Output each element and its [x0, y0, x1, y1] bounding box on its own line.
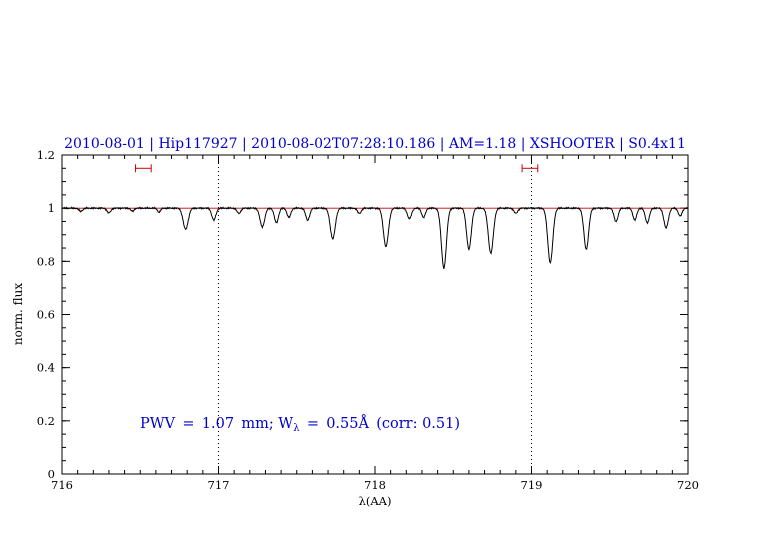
spectrum-line — [61, 206, 689, 269]
axes-layer: 716 717 718 719 720 0 0.2 0.4 0.6 0.8 1 1.2 — [37, 148, 699, 492]
y-tick-label: 0 — [48, 467, 55, 481]
band-marker — [521, 164, 539, 173]
plot-title: 2010-08-01 | Hip117927 | 2010-08-02T07:2… — [64, 136, 686, 152]
x-tick-label: 719 — [521, 478, 543, 492]
y-tick-label: 0.2 — [37, 414, 55, 428]
y-tick-label: 1.2 — [37, 148, 55, 162]
pwv-annotation: PWV = 1.07 mm; Wλ = 0.55Å (corr: 0.51) — [140, 414, 460, 434]
band-marker — [135, 164, 152, 173]
y-tick-label: 1 — [48, 201, 55, 215]
x-tick-label: 718 — [364, 478, 386, 492]
x-tick-label: 716 — [51, 478, 73, 492]
x-tick-label: 717 — [208, 478, 230, 492]
pwv-annotation-subscript: λ — [293, 423, 300, 434]
y-tick-label: 0.4 — [37, 361, 55, 375]
pwv-annotation-main: PWV = 1.07 mm; W — [140, 416, 293, 432]
x-tick-label: 720 — [677, 478, 699, 492]
data-layer — [61, 155, 689, 474]
y-tick-label: 0.8 — [37, 254, 55, 268]
y-axis-label: norm. flux — [11, 283, 25, 345]
x-axis-label: λ(AA) — [359, 494, 392, 508]
y-tick-label: 0.6 — [37, 308, 55, 322]
pwv-annotation-tail: = 0.55Å (corr: 0.51) — [300, 414, 460, 432]
